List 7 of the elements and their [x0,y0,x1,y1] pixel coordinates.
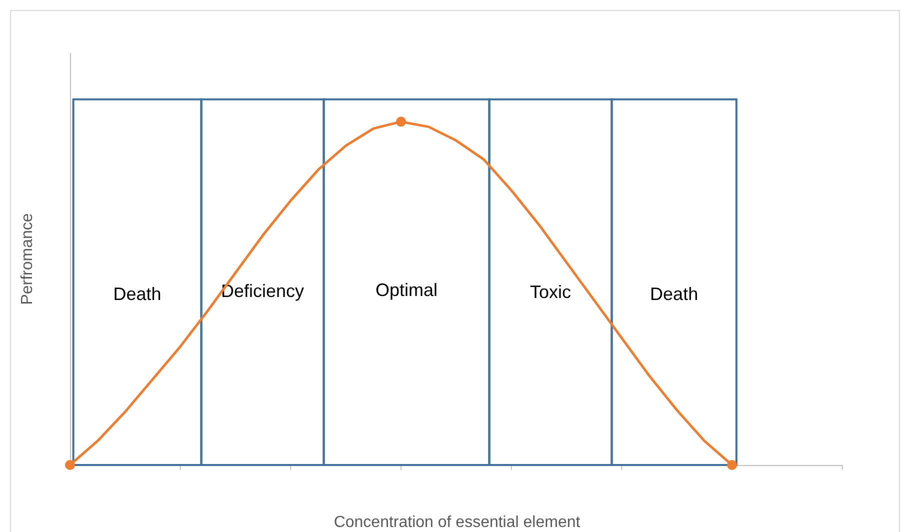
annotation: Optimal [376,280,438,300]
x-axis-title: Concentration of essential element [334,514,581,531]
y-axis-title: Perfromance [19,213,36,305]
annotation: Toxic [530,282,572,302]
annotation: Death [113,284,162,304]
annotation: Death [650,284,698,304]
annotation: Deficiency [221,281,304,301]
